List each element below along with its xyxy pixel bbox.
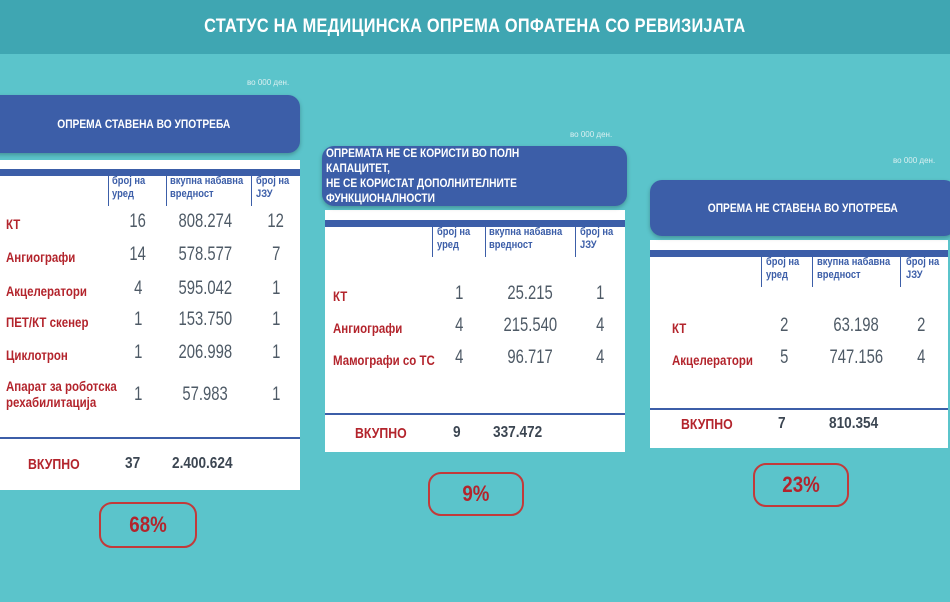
cell-value: 747.156 [829,347,883,368]
cell-count: 4 [454,347,464,368]
total-divider [0,437,300,439]
cell-jzu: 1 [595,283,605,304]
header-band [0,169,300,176]
cell-value: 96.717 [507,347,553,368]
column-header-value: вкупна набавна вредност [170,175,244,200]
total-count: 9 [453,424,461,441]
column-divider [575,225,576,257]
header-band [325,220,625,227]
column-header-count: број на уред [766,256,800,281]
cell-count: 1 [454,283,464,304]
card-header: ОПРЕМАТА НЕ СЕ КОРИСТИ ВО ПОЛН КАПАЦИТЕТ… [322,146,627,206]
total-value: 2.400.624 [172,455,233,472]
column-header-value: вкупна набавна вредност [817,256,891,281]
unit-note: во 000 ден. [247,78,290,87]
column-header-value: вкупна набавна вредност [489,226,563,251]
row-label: КТ [333,288,348,304]
cell-count: 14 [129,244,147,265]
column-divider [900,255,901,287]
column-divider [432,225,433,257]
cell-value: 808.274 [178,211,232,232]
column-divider [108,174,109,206]
card-panel [650,240,948,448]
column-divider [485,225,486,257]
column-divider [761,255,762,287]
unit-note: во 000 ден. [893,156,936,165]
total-count: 37 [125,455,141,472]
cell-count: 4 [133,278,143,299]
cell-value: 63.198 [833,315,879,336]
column-header-count: број на уред [437,226,471,251]
cell-jzu: 1 [271,278,281,299]
title-bar: СТАТУС НА МЕДИЦИНСКА ОПРЕМА ОПФАТЕНА СО … [0,0,950,54]
percent-badge: 23% [753,463,849,507]
cell-jzu: 4 [595,315,605,336]
column-header-jzu: број на ЈЗУ [906,256,940,281]
page-title: СТАТУС НА МЕДИЦИНСКА ОПРЕМА ОПФАТЕНА СО … [204,16,746,37]
row-label: Акцелератори [672,352,753,368]
row-label: Мамографи со ТС [333,352,435,368]
cell-value: 595.042 [178,278,232,299]
column-header-jzu: број на ЈЗУ [256,175,290,200]
cell-jzu: 1 [271,384,281,405]
cell-count: 2 [779,315,789,336]
cell-value: 215.540 [503,315,557,336]
cell-value: 206.998 [178,342,232,363]
cell-jzu: 2 [916,315,926,336]
total-label: ВКУПНО [28,456,80,473]
cell-value: 153.750 [178,309,232,330]
column-header-count: број на уред [112,175,146,200]
cell-count: 1 [133,342,143,363]
cell-count: 1 [133,384,143,405]
unit-note: во 000 ден. [570,130,613,139]
total-label: ВКУПНО [681,416,733,433]
row-label: КТ [672,320,687,336]
cell-value: 25.215 [507,283,553,304]
cell-count: 4 [454,315,464,336]
cell-jzu: 12 [267,211,285,232]
row-label: Циклотрон [6,347,68,363]
card-header: ОПРЕМА СТАВЕНА ВО УПОТРЕБА [0,95,300,153]
row-label: ПЕТ/КТ скенер [6,314,89,330]
cell-value: 57.983 [182,384,228,405]
percent-badge: 68% [99,502,197,548]
row-label: КТ [6,216,21,232]
total-value: 337.472 [493,424,543,441]
total-count: 7 [778,415,786,432]
column-divider [166,174,167,206]
row-label: Ангиографи [333,320,403,336]
total-divider [325,413,625,415]
cell-count: 1 [133,309,143,330]
total-value: 810.354 [829,415,879,432]
card-header: ОПРЕМА НЕ СТАВЕНА ВО УПОТРЕБА [650,180,950,236]
header-band [650,250,948,257]
total-divider [650,408,948,410]
row-label: Акцелератори [6,283,87,299]
cell-value: 578.577 [178,244,232,265]
cell-count: 5 [779,347,789,368]
row-label: Ангиографи [6,249,76,265]
cell-jzu: 4 [916,347,926,368]
column-divider [812,255,813,287]
card-panel [0,160,300,490]
percent-badge: 9% [428,472,524,516]
row-label: Апарат за роботска рехабилитација [6,378,117,410]
cell-count: 16 [129,211,147,232]
column-header-jzu: број на ЈЗУ [580,226,614,251]
cell-jzu: 1 [271,309,281,330]
total-label: ВКУПНО [355,425,407,442]
cell-jzu: 1 [271,342,281,363]
cell-jzu: 4 [595,347,605,368]
column-divider [251,174,252,206]
cell-jzu: 7 [271,244,281,265]
